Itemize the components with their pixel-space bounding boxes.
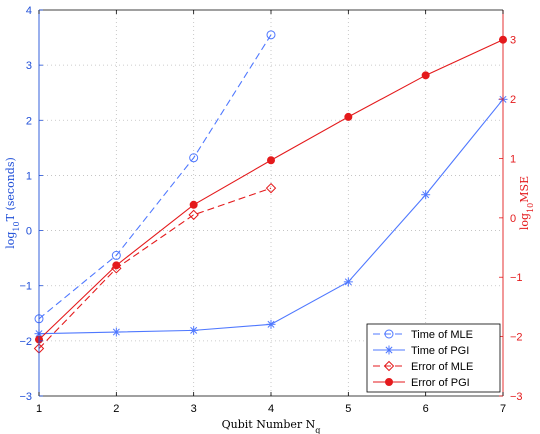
right-axis-title: log10MSE bbox=[518, 176, 535, 230]
data-point bbox=[189, 325, 199, 335]
right-tick-label: 1 bbox=[510, 153, 516, 165]
x-tick-label: 7 bbox=[500, 403, 506, 415]
x-tick-label: 4 bbox=[268, 403, 274, 415]
left-tick-label: 2 bbox=[26, 115, 32, 127]
legend-item: Time of MLE bbox=[373, 329, 473, 341]
left-axis-title: log10T (seconds) bbox=[4, 157, 21, 249]
left-tick-label: 1 bbox=[26, 170, 32, 182]
legend-item: Error of PGI bbox=[373, 377, 470, 389]
series-time-of-pgi bbox=[34, 94, 508, 339]
data-point bbox=[267, 156, 275, 165]
left-tick-label: 4 bbox=[26, 5, 32, 17]
data-point bbox=[189, 153, 199, 163]
right-tick-label: 2 bbox=[510, 94, 516, 106]
legend-marker bbox=[385, 378, 393, 386]
x-tick-label: 2 bbox=[113, 403, 119, 415]
data-point bbox=[266, 319, 276, 329]
x-axis-title: Qubit Number Nq bbox=[222, 418, 321, 434]
axes: 1 2 3 4 5 6 7 −3 −2 −1 0 1 2 3 4 −3 −2 −1 0 1 2 3 Qubit Number… bbox=[4, 5, 535, 434]
series-layer bbox=[33, 30, 508, 354]
legend-item: Time of PGI bbox=[373, 345, 469, 357]
legend-marker bbox=[383, 360, 395, 372]
left-tick-label: −2 bbox=[19, 336, 32, 348]
legend-label: Error of MLE bbox=[411, 361, 473, 373]
data-point bbox=[112, 261, 121, 270]
data-point bbox=[344, 112, 353, 121]
series-line bbox=[38, 34, 272, 320]
legend: Time of MLE Time of PGI Error of MLE Error … bbox=[366, 323, 501, 393]
legend-label: Error of PGI bbox=[411, 377, 470, 389]
right-tick-label: 3 bbox=[510, 35, 516, 47]
legend-item: Error of MLE bbox=[373, 360, 473, 373]
x-tick-label: 3 bbox=[191, 403, 197, 415]
data-point bbox=[421, 71, 430, 80]
x-tick-label: 5 bbox=[345, 403, 351, 415]
left-tick-label: 0 bbox=[26, 226, 32, 238]
data-point bbox=[111, 250, 121, 260]
series-error-of-mle bbox=[33, 182, 277, 354]
right-tick-label: −3 bbox=[510, 391, 523, 403]
data-point bbox=[343, 277, 353, 287]
data-point bbox=[189, 200, 198, 209]
data-point bbox=[421, 190, 431, 200]
legend-label: Time of PGI bbox=[411, 345, 469, 357]
left-tick-label: −3 bbox=[19, 391, 32, 403]
right-tick-label: 0 bbox=[510, 213, 516, 225]
right-tick-label: −1 bbox=[510, 272, 523, 284]
right-tick-label: −2 bbox=[510, 332, 523, 344]
series-line bbox=[38, 187, 272, 349]
left-tick-label: −1 bbox=[19, 281, 32, 293]
series-time-of-mle bbox=[34, 30, 276, 324]
legend-marker bbox=[384, 329, 394, 339]
data-point bbox=[266, 30, 276, 40]
data-point bbox=[188, 209, 199, 221]
legend-label: Time of MLE bbox=[411, 329, 473, 341]
x-tick-label: 1 bbox=[36, 403, 42, 415]
x-tick-label: 6 bbox=[423, 403, 429, 415]
legend-marker bbox=[384, 345, 394, 355]
data-point bbox=[265, 182, 277, 194]
data-point bbox=[111, 327, 121, 337]
left-tick-label: 3 bbox=[26, 60, 32, 72]
